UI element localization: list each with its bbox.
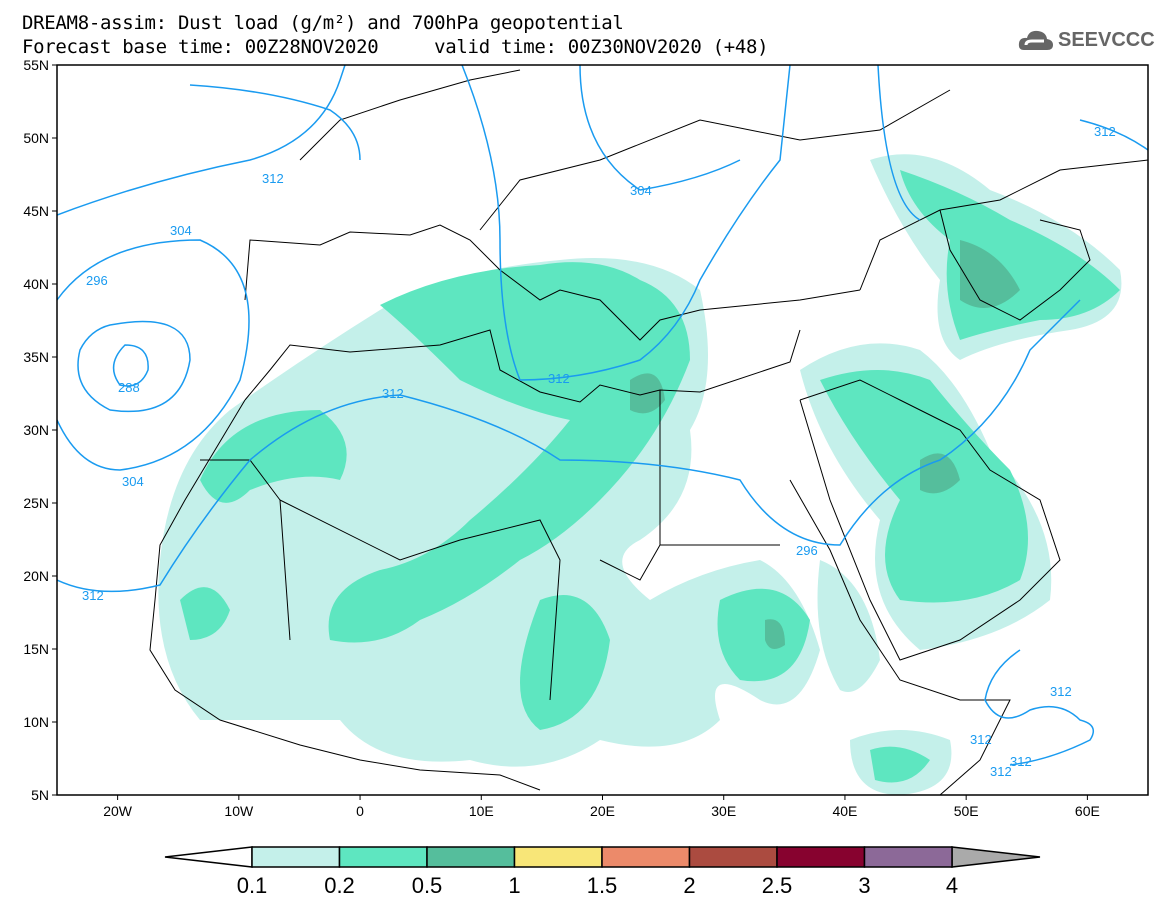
contour-label: 312	[82, 588, 104, 603]
contour-label: 312	[970, 732, 992, 747]
seevccc-logo: SEEVCCC	[1018, 28, 1155, 52]
colorbar-label: 1	[508, 873, 520, 898]
lon-label: 20E	[590, 803, 615, 819]
lat-label: 35N	[23, 349, 49, 365]
colorbar-under-arrow	[164, 846, 253, 868]
contour-label: 296	[86, 273, 108, 288]
dust-area-medium	[900, 170, 1120, 340]
chart-title: DREAM8-assim: Dust load (g/m²) and 700hP…	[22, 12, 624, 34]
lon-label: 0	[356, 803, 364, 819]
contour-label: 312	[990, 764, 1012, 779]
colorbar-segment	[513, 846, 603, 868]
lon-label: 10E	[469, 803, 494, 819]
lon-label: 30E	[711, 803, 736, 819]
lat-label: 15N	[23, 641, 49, 657]
contour-label: 304	[170, 223, 192, 238]
colorbar-segment	[338, 846, 428, 868]
dust-area-medium	[328, 262, 690, 643]
dust-area-medium	[180, 587, 230, 640]
colorbar-over-arrow	[951, 846, 1041, 868]
contour-label: 312	[382, 386, 404, 401]
lat-label: 10N	[23, 714, 49, 730]
dust-area-high	[765, 619, 785, 649]
dust-area-medium	[870, 746, 930, 783]
colorbar-label: 0.2	[324, 873, 355, 898]
colorbar-segment	[776, 846, 866, 868]
contour-label: 296	[796, 543, 818, 558]
colorbar-segment	[688, 846, 778, 868]
contour-label: 304	[630, 183, 652, 198]
dust-area-medium	[520, 595, 610, 730]
contour-label: 312	[548, 371, 570, 386]
colorbar-segment	[426, 846, 516, 868]
contour-label: 312	[1050, 684, 1072, 699]
colorbar-label: 2	[683, 873, 695, 898]
contour-labels: 312 304 296 288 304 312 312 296 304 312 …	[82, 124, 1116, 779]
forecast-time-subtitle: Forecast base time: 00Z28NOV2020 valid t…	[22, 36, 769, 58]
colorbar: 0.1 0.2 0.5 1 1.5 2 2.5 3 4	[164, 846, 1041, 898]
lon-label: 40E	[832, 803, 857, 819]
contour-label: 312	[262, 171, 284, 186]
logo-text: SEEVCCC	[1058, 28, 1155, 51]
lon-label: 10W	[224, 803, 254, 819]
lat-label: 20N	[23, 568, 49, 584]
cloud-icon	[1018, 30, 1053, 50]
lat-label: 5N	[31, 787, 49, 803]
lat-label: 55N	[23, 57, 49, 73]
contour-label: 288	[118, 380, 140, 395]
contour-label: 312	[1010, 754, 1032, 769]
contour-label: 304	[122, 474, 144, 489]
colorbar-segment	[863, 846, 953, 868]
coastlines-borders	[149, 69, 1148, 795]
colorbar-segment	[251, 846, 341, 868]
colorbar-segment	[601, 846, 691, 868]
lat-label: 50N	[23, 130, 49, 146]
lon-label: 50E	[954, 803, 979, 819]
dust-shading	[158, 154, 1122, 795]
lat-label: 40N	[23, 276, 49, 292]
lon-label: 20W	[103, 803, 133, 819]
colorbar-label: 4	[946, 873, 958, 898]
colorbar-label: 1.5	[587, 873, 618, 898]
dust-area-light	[817, 560, 880, 692]
lat-label: 45N	[23, 203, 49, 219]
dust-area-medium	[200, 410, 347, 503]
geopotential-contours	[57, 65, 1148, 766]
colorbar-label: 0.1	[237, 873, 268, 898]
colorbar-label: 2.5	[762, 873, 793, 898]
colorbar-label: 3	[858, 873, 870, 898]
lat-label: 25N	[23, 495, 49, 511]
contour-label: 312	[1094, 124, 1116, 139]
map-axes: 55N 50N 45N 40N 35N 30N 25N 20N 15N 10N 5N 20W 10W 0 1…	[23, 57, 1100, 819]
dust-area-medium	[717, 588, 810, 682]
lat-label: 30N	[23, 422, 49, 438]
colorbar-label: 0.5	[412, 873, 443, 898]
lon-label: 60E	[1075, 803, 1100, 819]
